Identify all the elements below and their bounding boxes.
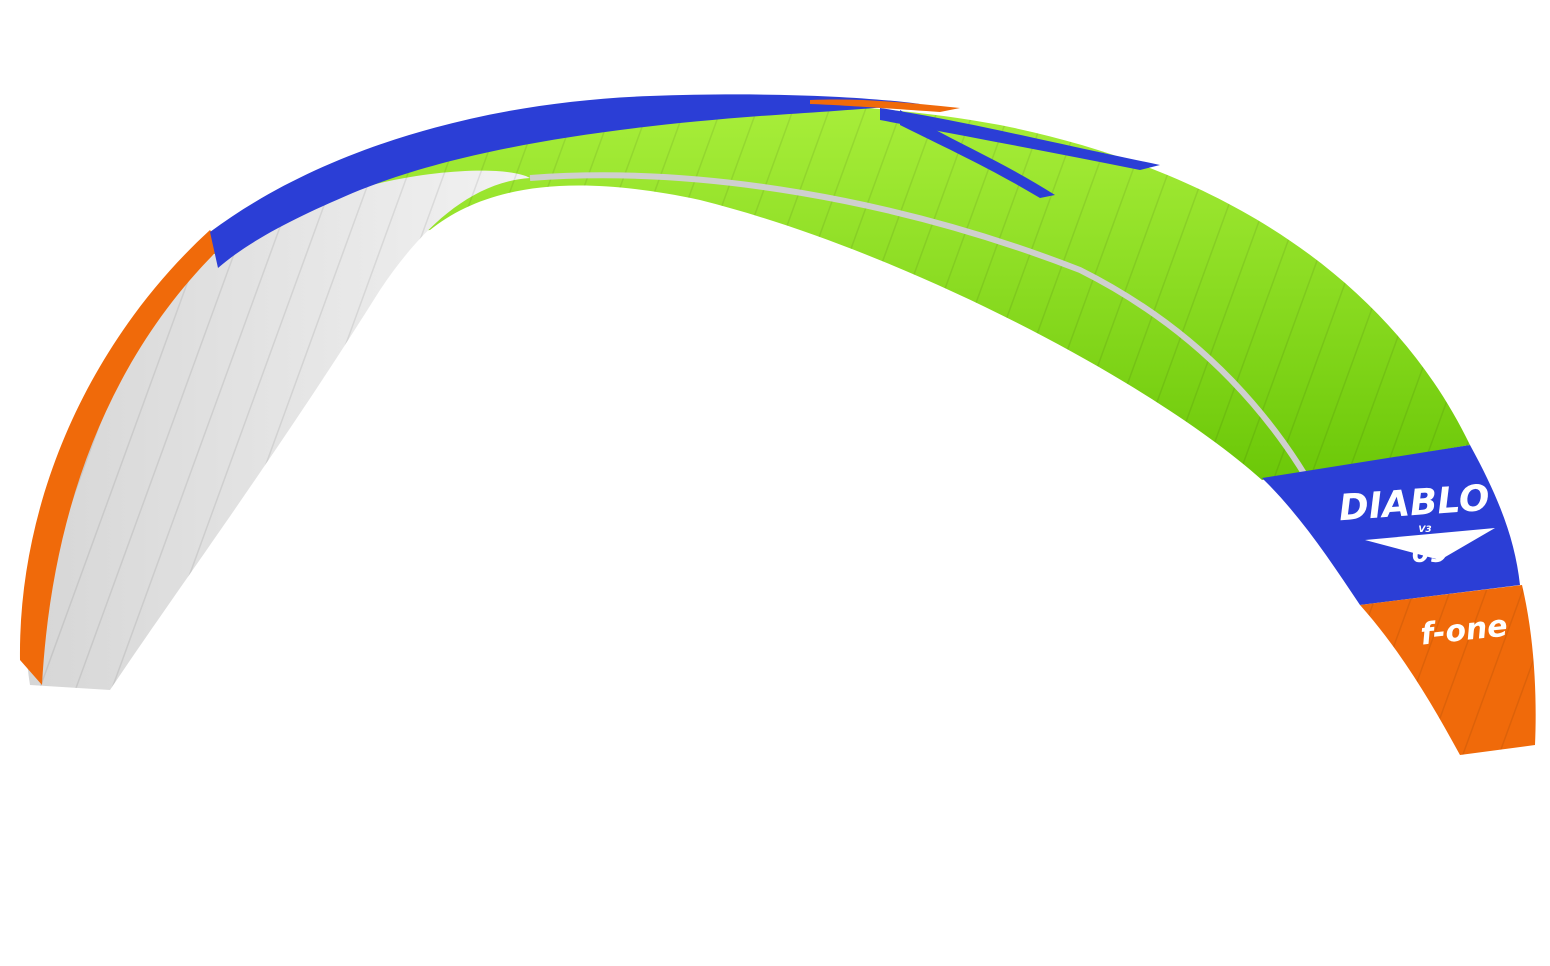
- top-orange: [810, 99, 960, 112]
- version-label: V3: [1418, 525, 1431, 535]
- underside-ribs: [25, 170, 531, 691]
- center-stripe: [900, 110, 1055, 198]
- left-edge: [19, 230, 222, 685]
- top-band-right: [880, 108, 1160, 170]
- right-tip-ribs: [1360, 585, 1536, 755]
- size-label: 09: [1412, 539, 1448, 569]
- logo-arrow: [1365, 528, 1495, 560]
- canopy-ribs: [205, 104, 1470, 480]
- right-band: [1262, 445, 1520, 605]
- trailing-edge: [529, 172, 1333, 522]
- top-band: [210, 94, 920, 268]
